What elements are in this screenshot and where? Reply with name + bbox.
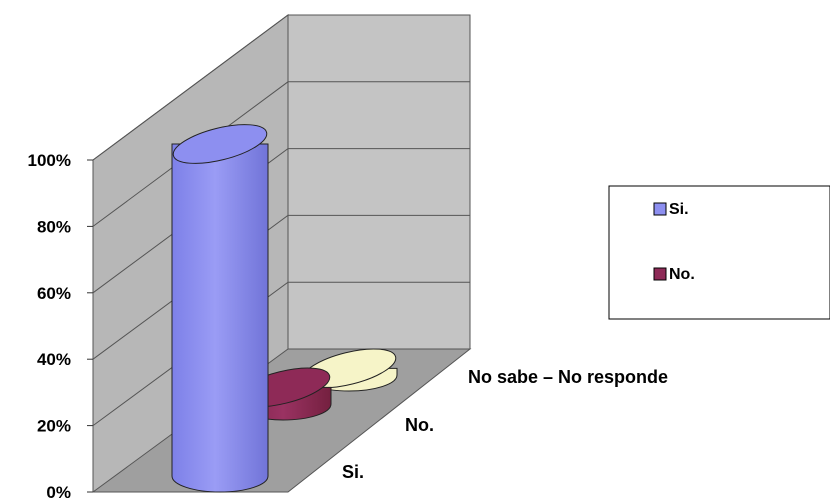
gridline xyxy=(92,281,470,427)
legend-label-si: Si. xyxy=(669,201,689,218)
y-tick-label: 80% xyxy=(37,217,71,236)
legend-box xyxy=(608,185,830,320)
y-axis: 0% 20% 40% 60% 80% 100% xyxy=(28,151,93,502)
gridline xyxy=(92,14,470,161)
legend-label-no: No. xyxy=(669,266,695,283)
legend-swatch-si xyxy=(653,202,667,216)
legend: Si. No. xyxy=(608,185,830,320)
legend-swatch-no xyxy=(653,267,667,281)
x-axis-labels: Si. No. No sabe – No responde xyxy=(342,367,668,482)
bar-top xyxy=(172,124,268,164)
x-category-label: Si. xyxy=(342,462,364,482)
gridline xyxy=(92,148,470,294)
gridline xyxy=(92,81,470,227)
back-wall xyxy=(287,14,471,350)
y-tick-label: 40% xyxy=(37,350,71,369)
gridlines xyxy=(92,14,470,427)
y-tick-label: 100% xyxy=(28,151,71,170)
gridline xyxy=(92,214,470,360)
x-category-label: No sabe – No responde xyxy=(468,367,668,387)
x-category-label: No. xyxy=(405,415,434,435)
bars xyxy=(171,124,398,493)
bar-si xyxy=(171,124,269,493)
y-tick-label: 20% xyxy=(37,417,71,436)
y-tick-label: 0% xyxy=(46,483,71,502)
y-tick-label: 60% xyxy=(37,284,71,303)
bar-body xyxy=(171,143,269,493)
